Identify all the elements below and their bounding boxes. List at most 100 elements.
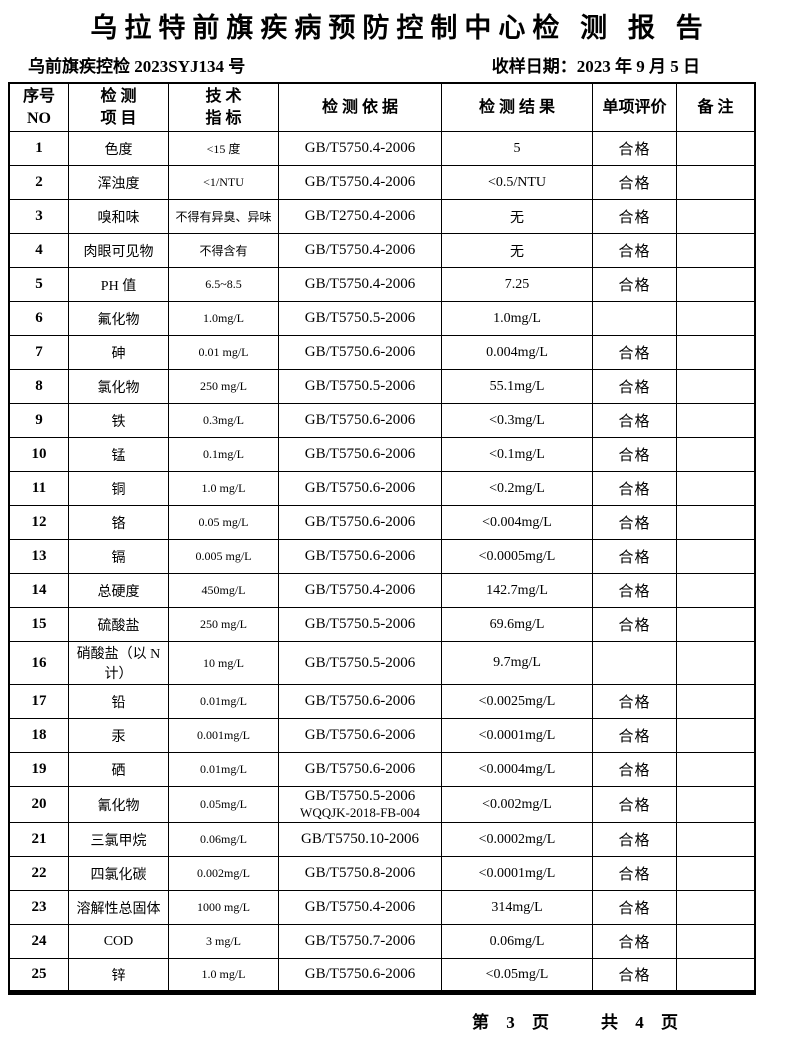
cell-remark: [676, 786, 756, 824]
cell-item: COD: [68, 924, 169, 960]
cell-basis: GB/T2750.4-2006: [278, 199, 442, 235]
cell-no: 22: [8, 856, 69, 892]
basis-main-line: GB/T5750.6-2006: [304, 344, 416, 361]
cell-result: <0.004mg/L: [441, 505, 593, 541]
cell-result: <0.1mg/L: [441, 437, 593, 473]
basis-main-line: GB/T5750.6-2006: [304, 761, 416, 778]
cell-remark: [676, 573, 756, 609]
results-table: 序号 NO 检 测 项 目 技 术 指 标 检 测 依 据 检 测 结 果 单项…: [8, 82, 756, 996]
table-row: 14 总硬度 450mg/L GB/T5750.4-2006 142.7mg/L…: [8, 573, 756, 609]
cell-standard: 0.06mg/L: [168, 822, 279, 858]
cell-standard: 0.01 mg/L: [168, 335, 279, 371]
cell-remark: [676, 267, 756, 303]
cell-remark: [676, 403, 756, 439]
total-pages-indicator: 共 4 页: [601, 1013, 678, 1033]
cell-item: 氯化物: [68, 369, 169, 405]
cell-item: 肉眼可见物: [68, 233, 169, 269]
cell-no: 3: [8, 199, 69, 235]
table-row: 9 铁 0.3mg/L GB/T5750.6-2006 <0.3mg/L 合格: [8, 403, 756, 439]
cell-remark: [676, 752, 756, 788]
cell-item: 铅: [68, 684, 169, 720]
cell-result: 314mg/L: [441, 890, 593, 926]
cell-remark: [676, 958, 756, 994]
cell-remark: [676, 822, 756, 858]
cell-basis: GB/T5750.4-2006: [278, 890, 442, 926]
cell-standard: 450mg/L: [168, 573, 279, 609]
cell-standard: 0.005 mg/L: [168, 539, 279, 575]
cell-no: 24: [8, 924, 69, 960]
cell-evaluation: 合格: [592, 369, 677, 405]
cell-no: 2: [8, 165, 69, 201]
cell-evaluation: 合格: [592, 437, 677, 473]
cell-item: 铁: [68, 403, 169, 439]
cell-basis: GB/T5750.4-2006: [278, 267, 442, 303]
basis-main-line: GB/T5750.5-2006: [304, 616, 416, 633]
basis-main-line: GB/T5750.5-2006: [304, 654, 416, 671]
cell-item: 锰: [68, 437, 169, 473]
cell-basis: GB/T5750.6-2006: [278, 718, 442, 754]
cell-evaluation: 合格: [592, 822, 677, 858]
cell-standard: 不得含有: [168, 233, 279, 269]
cell-remark: [676, 301, 756, 337]
cell-result: 69.6mg/L: [441, 607, 593, 643]
cell-basis: GB/T5750.5-2006: [278, 301, 442, 337]
cell-no: 7: [8, 335, 69, 371]
cell-evaluation: 合格: [592, 539, 677, 575]
cell-remark: [676, 131, 756, 167]
cell-standard: 0.01mg/L: [168, 752, 279, 788]
cell-standard: 1000 mg/L: [168, 890, 279, 926]
cell-item: 硝酸盐（以 N 计）: [68, 641, 169, 686]
cell-basis: GB/T5750.5-2006: [278, 641, 442, 686]
cell-no: 23: [8, 890, 69, 926]
cell-standard: 0.3mg/L: [168, 403, 279, 439]
cell-basis: GB/T5750.5-2006 WQQJK-2018-FB-004: [278, 786, 442, 824]
cell-no: 6: [8, 301, 69, 337]
cell-result: 无: [441, 233, 593, 269]
cell-evaluation: 合格: [592, 165, 677, 201]
header-no: 序号 NO: [8, 82, 69, 133]
cell-result: 5: [441, 131, 593, 167]
table-row: 18 汞 0.001mg/L GB/T5750.6-2006 <0.0001mg…: [8, 718, 756, 754]
table-row: 22 四氯化碳 0.002mg/L GB/T5750.8-2006 <0.000…: [8, 856, 756, 892]
cell-evaluation: 合格: [592, 684, 677, 720]
cell-evaluation: 合格: [592, 233, 677, 269]
basis-main-line: GB/T5750.6-2006: [304, 966, 416, 983]
cell-remark: [676, 684, 756, 720]
cell-result: 1.0mg/L: [441, 301, 593, 337]
cell-standard: 0.002mg/L: [168, 856, 279, 892]
table-row: 3 嗅和味 不得有异臭、异味 GB/T2750.4-2006 无 合格: [8, 199, 756, 235]
cell-basis: GB/T5750.6-2006: [278, 958, 442, 994]
cell-standard: 0.05 mg/L: [168, 505, 279, 541]
cell-standard: 250 mg/L: [168, 369, 279, 405]
cell-no: 19: [8, 752, 69, 788]
sample-date: 收样日期：2023 年 9 月 5 日: [491, 57, 700, 76]
table-row: 25 锌 1.0 mg/L GB/T5750.6-2006 <0.05mg/L …: [8, 958, 756, 994]
cell-item: 溶解性总固体: [68, 890, 169, 926]
cell-result: <0.0025mg/L: [441, 684, 593, 720]
cell-evaluation: 合格: [592, 199, 677, 235]
basis-main-line: GB/T5750.6-2006: [304, 412, 416, 429]
cell-standard: <1/NTU: [168, 165, 279, 201]
table-row: 6 氟化物 1.0mg/L GB/T5750.5-2006 1.0mg/L: [8, 301, 756, 337]
basis-main-line: GB/T5750.6-2006: [304, 446, 416, 463]
basis-main-line: GB/T5750.10-2006: [301, 831, 419, 848]
cell-standard: 0.05mg/L: [168, 786, 279, 824]
cell-standard: 10 mg/L: [168, 641, 279, 686]
cell-evaluation: 合格: [592, 131, 677, 167]
basis-main-line: GB/T5750.4-2006: [304, 582, 416, 599]
cell-evaluation: 合格: [592, 718, 677, 754]
cell-item: 总硬度: [68, 573, 169, 609]
cell-basis: GB/T5750.4-2006: [278, 233, 442, 269]
basis-main-line: GB/T5750.6-2006: [304, 548, 416, 565]
basis-main-line: GB/T2750.4-2006: [304, 208, 416, 225]
cell-no: 13: [8, 539, 69, 575]
cell-item: 硒: [68, 752, 169, 788]
cell-result: <0.0004mg/L: [441, 752, 593, 788]
cell-remark: [676, 165, 756, 201]
cell-no: 5: [8, 267, 69, 303]
cell-result: <0.0001mg/L: [441, 718, 593, 754]
basis-main-line: GB/T5750.7-2006: [304, 933, 416, 950]
header-result: 检 测 结 果: [441, 82, 593, 133]
cell-basis: GB/T5750.6-2006: [278, 752, 442, 788]
cell-no: 4: [8, 233, 69, 269]
